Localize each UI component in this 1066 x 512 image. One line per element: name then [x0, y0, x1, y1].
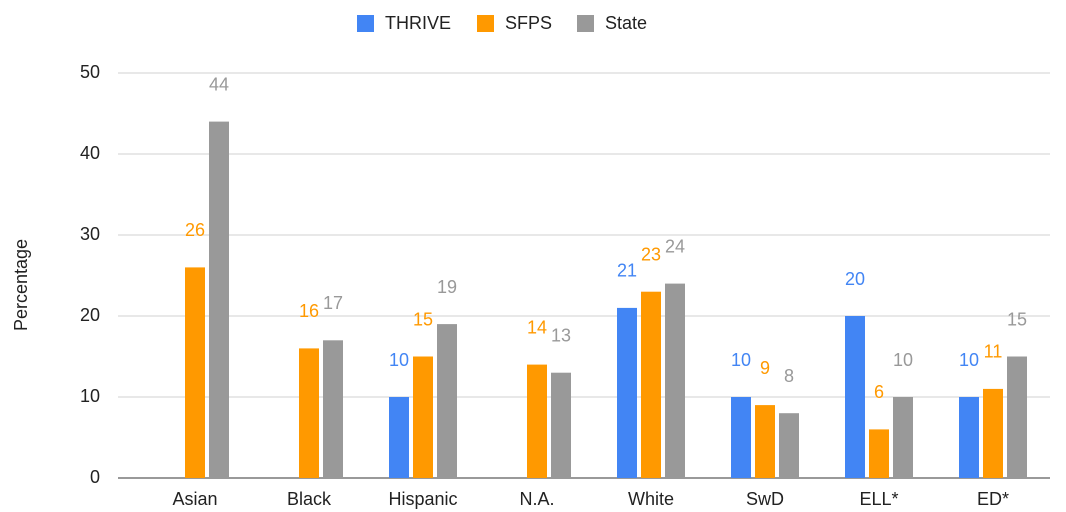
legend-swatch — [357, 15, 374, 32]
data-label: 26 — [185, 220, 205, 240]
y-tick-label: 40 — [80, 143, 100, 163]
legend-label: THRIVE — [385, 13, 451, 33]
legend-swatch — [577, 15, 594, 32]
data-label: 15 — [413, 309, 433, 329]
x-tick-label: ED* — [977, 489, 1009, 509]
y-tick-label: 30 — [80, 224, 100, 244]
bar — [299, 348, 319, 478]
data-label: 16 — [299, 301, 319, 321]
bar — [185, 267, 205, 478]
data-label: 9 — [760, 358, 770, 378]
bar — [551, 372, 571, 478]
legend-label: SFPS — [505, 13, 552, 33]
data-label: 11 — [984, 342, 1003, 362]
bar — [209, 121, 229, 478]
bar — [893, 397, 913, 478]
bar — [323, 340, 343, 478]
data-label: 20 — [845, 269, 865, 289]
data-label: 13 — [551, 325, 571, 345]
x-tick-label: SwD — [746, 489, 784, 509]
data-label: 19 — [437, 277, 457, 297]
bar — [437, 324, 457, 478]
y-axis-label: Percentage — [11, 239, 31, 331]
legend-swatch — [477, 15, 494, 32]
data-label: 8 — [784, 366, 794, 386]
data-label: 10 — [389, 350, 409, 370]
bar — [755, 405, 775, 478]
x-tick-label: White — [628, 489, 674, 509]
bar — [983, 388, 1003, 478]
x-tick-label: N.A. — [519, 489, 554, 509]
data-label: 17 — [323, 293, 343, 313]
bar — [845, 316, 865, 478]
data-label: 14 — [527, 317, 547, 337]
bar — [959, 397, 979, 478]
legend-label: State — [605, 13, 647, 33]
bar — [413, 356, 433, 478]
y-tick-label: 20 — [80, 305, 100, 325]
data-label: 10 — [731, 350, 751, 370]
x-tick-label: Hispanic — [388, 489, 457, 509]
x-tick-label: Black — [287, 489, 332, 509]
bar — [731, 397, 751, 478]
data-label: 6 — [874, 382, 884, 402]
bar — [1007, 356, 1027, 478]
bar — [641, 291, 661, 478]
data-label: 23 — [641, 244, 661, 264]
data-label: 10 — [959, 350, 979, 370]
data-label: 15 — [1007, 309, 1027, 329]
y-tick-label: 10 — [80, 386, 100, 406]
data-label: 10 — [893, 350, 913, 370]
bar — [665, 283, 685, 478]
x-tick-label: Asian — [172, 489, 217, 509]
bar — [527, 364, 547, 478]
x-tick-label: ELL* — [859, 489, 898, 509]
bar — [617, 307, 637, 478]
data-label: 44 — [209, 74, 229, 94]
y-tick-label: 0 — [90, 467, 100, 487]
bar — [869, 429, 889, 478]
bar — [389, 397, 409, 478]
data-label: 24 — [665, 236, 685, 256]
bar — [779, 413, 799, 478]
data-label: 21 — [617, 261, 637, 281]
y-tick-label: 50 — [80, 62, 100, 82]
